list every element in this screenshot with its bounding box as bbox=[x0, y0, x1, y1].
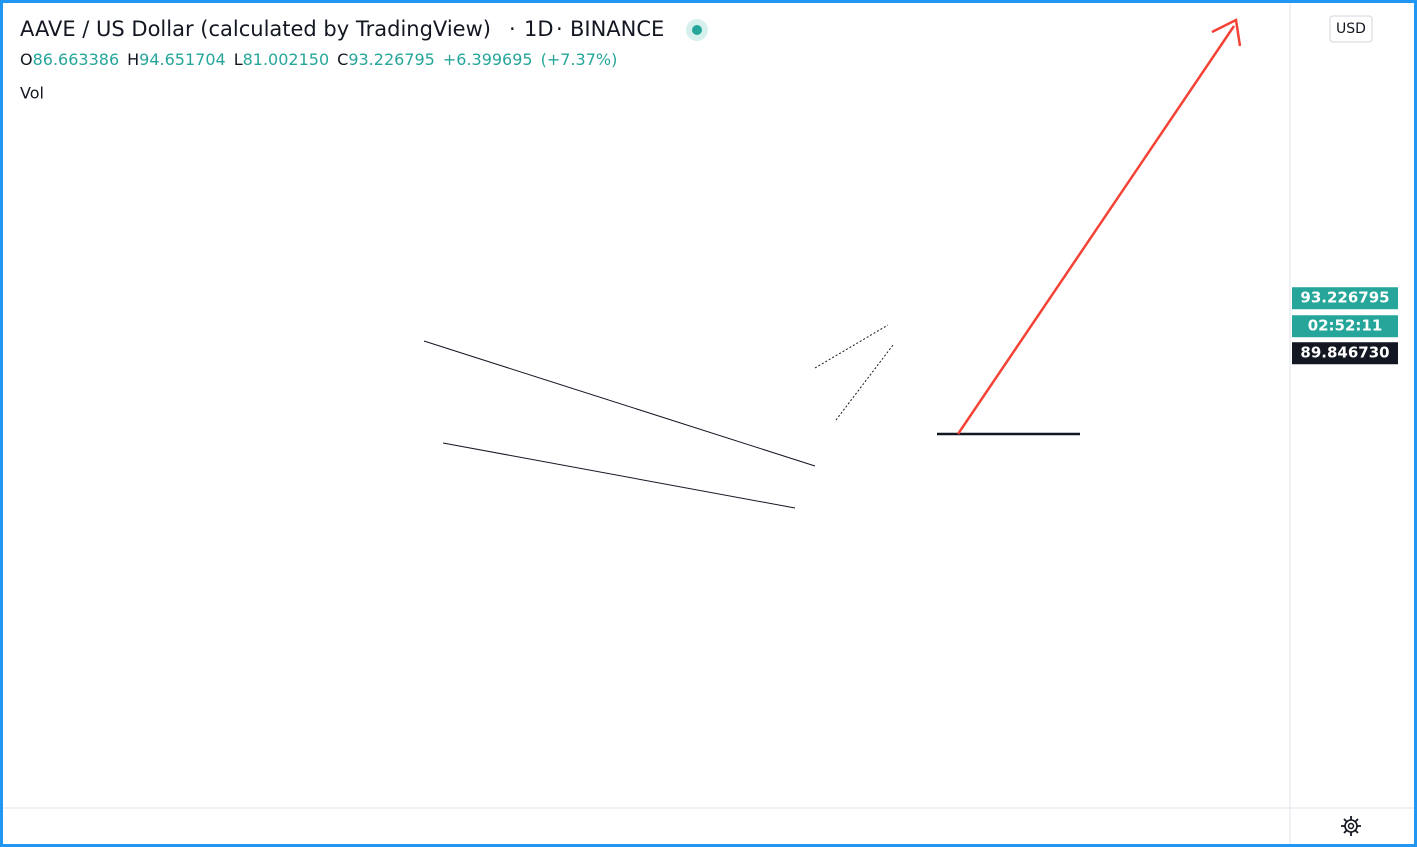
separator: · bbox=[556, 17, 563, 41]
currency[interactable]: USD bbox=[1336, 21, 1366, 37]
level-label: 89.846730 bbox=[1300, 344, 1389, 362]
exchange: BINANCE bbox=[570, 17, 664, 41]
change-value: +6.399695 bbox=[443, 50, 533, 69]
status-dot bbox=[692, 25, 702, 35]
settings-icon[interactable] bbox=[1341, 816, 1361, 836]
countdown-label-box bbox=[1292, 315, 1398, 338]
drawings bbox=[423, 18, 1242, 509]
interval: 1D bbox=[524, 17, 554, 41]
trend-line bbox=[423, 340, 816, 467]
arrow-head bbox=[1211, 18, 1242, 47]
ohlc-letter: L bbox=[234, 50, 243, 69]
countdown-label: 02:52:11 bbox=[1308, 317, 1383, 335]
close-value: 93.226795 bbox=[348, 50, 435, 69]
separator: · bbox=[509, 17, 516, 41]
currency-button[interactable] bbox=[1329, 15, 1373, 43]
target-arrow bbox=[956, 25, 1236, 435]
level-label-box bbox=[1292, 342, 1398, 365]
last-price-label: 93.226795 bbox=[1300, 289, 1389, 307]
symbol-title: AAVE / US Dollar (calculated by TradingV… bbox=[20, 17, 491, 41]
gear-teeth[interactable] bbox=[1341, 816, 1361, 836]
low-value: 81.002150 bbox=[243, 50, 330, 69]
gear-hub[interactable] bbox=[1347, 822, 1355, 830]
price-axis: 93.226795 02:52:11 89.846730 bbox=[1292, 287, 1398, 365]
change-percent: (+7.37%) bbox=[541, 50, 618, 69]
header: AAVE / US Dollar (calculated by TradingV… bbox=[20, 17, 708, 103]
open-value: 86.663386 bbox=[33, 50, 120, 69]
ohlc-letter: H bbox=[127, 50, 139, 69]
ohlc-row: O86.663386 H94.651704 L81.002150 C93.226795… bbox=[20, 50, 617, 69]
high-value: 94.651704 bbox=[139, 50, 226, 69]
ohlc-letter: C bbox=[337, 50, 348, 69]
volume-label: Vol bbox=[20, 84, 44, 103]
ohlc-letter: O bbox=[20, 50, 33, 69]
last-price-label-box bbox=[1292, 287, 1398, 310]
trend-line bbox=[442, 442, 796, 509]
